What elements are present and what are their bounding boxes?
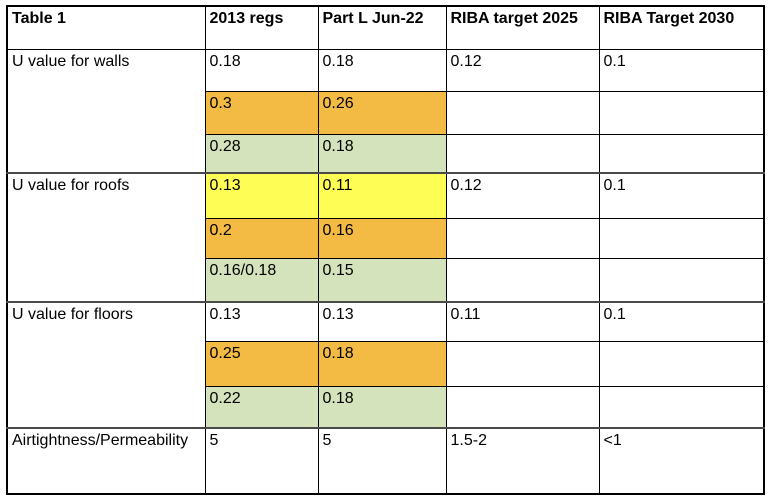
header-cell-part-l: Part L Jun-22 [317, 5, 447, 50]
table-cell: 0.11 [445, 301, 600, 342]
table-cell: 0.18 [317, 48, 447, 92]
table-cell: 0.11 [317, 172, 447, 219]
table-cell [445, 133, 600, 174]
table-row: 0.22 0.18 [7, 385, 765, 429]
footer-cell: 5 [204, 427, 319, 495]
header-cell-2013-regs: 2013 regs [204, 5, 319, 50]
footer-cell: 5 [317, 427, 447, 495]
table-cell: 0.1 [598, 48, 765, 92]
table-cell: 0.13 [204, 172, 319, 219]
document-page: Table 1 2013 regs Part L Jun-22 RIBA tar… [0, 5, 768, 500]
table-cell: 0.18 [317, 133, 447, 174]
table-cell: 0.12 [445, 48, 600, 92]
table-cell [598, 133, 765, 174]
header-row: Table 1 2013 regs Part L Jun-22 RIBA tar… [6, 5, 765, 50]
row-group-label-floors: U value for floors [6, 301, 206, 429]
table-cell [598, 90, 765, 135]
table-row: 0.3 0.26 [7, 90, 765, 135]
table-title-cell: Table 1 [6, 5, 206, 50]
table-row: 0.28 0.18 [7, 133, 765, 174]
table-row: U value for floors 0.13 0.13 0.11 0.1 [6, 301, 765, 429]
footer-cell: 1.5-2 [445, 427, 600, 495]
u-value-comparison-table: Table 1 2013 regs Part L Jun-22 RIBA tar… [6, 5, 765, 495]
table-cell: 0.3 [204, 90, 319, 135]
table-cell: 0.22 [204, 385, 319, 429]
table-cell [445, 385, 600, 429]
table-cell [598, 257, 765, 303]
table-cell: 0.13 [204, 301, 319, 342]
table-cell: 0.1 [598, 172, 765, 219]
table-cell: 0.18 [317, 385, 447, 429]
table-cell [445, 217, 600, 259]
row-group-label-roofs: U value for roofs [6, 172, 206, 303]
table-cell: 0.18 [317, 340, 447, 387]
table-cell: 0.25 [204, 340, 319, 387]
table-cell: 0.15 [317, 257, 447, 303]
header-cell-riba-2025: RIBA target 2025 [445, 5, 600, 50]
table-row: U value for roofs 0.13 0.11 0.12 0.1 [6, 172, 765, 303]
table-row: 0.2 0.16 [7, 217, 765, 259]
footer-label: Airtightness/Permeability [6, 427, 206, 495]
footer-cell: <1 [598, 427, 765, 495]
table-cell: 0.16/0.18 [204, 257, 319, 303]
table-cell: 0.16 [317, 217, 447, 259]
table-cell: 0.12 [445, 172, 600, 219]
table-cell: 0.28 [204, 133, 319, 174]
table-cell [445, 257, 600, 303]
table-cell: 0.2 [204, 217, 319, 259]
table-row-airtightness: Airtightness/Permeability 5 5 1.5-2 <1 [6, 427, 765, 495]
table-cell [598, 340, 765, 387]
table-cell: 0.1 [598, 301, 765, 342]
table-cell: 0.26 [317, 90, 447, 135]
table-cell: 0.18 [204, 48, 319, 92]
table-cell: 0.13 [317, 301, 447, 342]
row-group-label-walls: U value for walls [6, 48, 206, 174]
table-cell [445, 90, 600, 135]
table-cell [445, 340, 600, 387]
header-cell-riba-2030: RIBA Target 2030 [598, 5, 765, 50]
table-row: U value for walls 0.18 0.18 0.12 0.1 [6, 48, 765, 174]
table-cell [598, 385, 765, 429]
table-cell [598, 217, 765, 259]
